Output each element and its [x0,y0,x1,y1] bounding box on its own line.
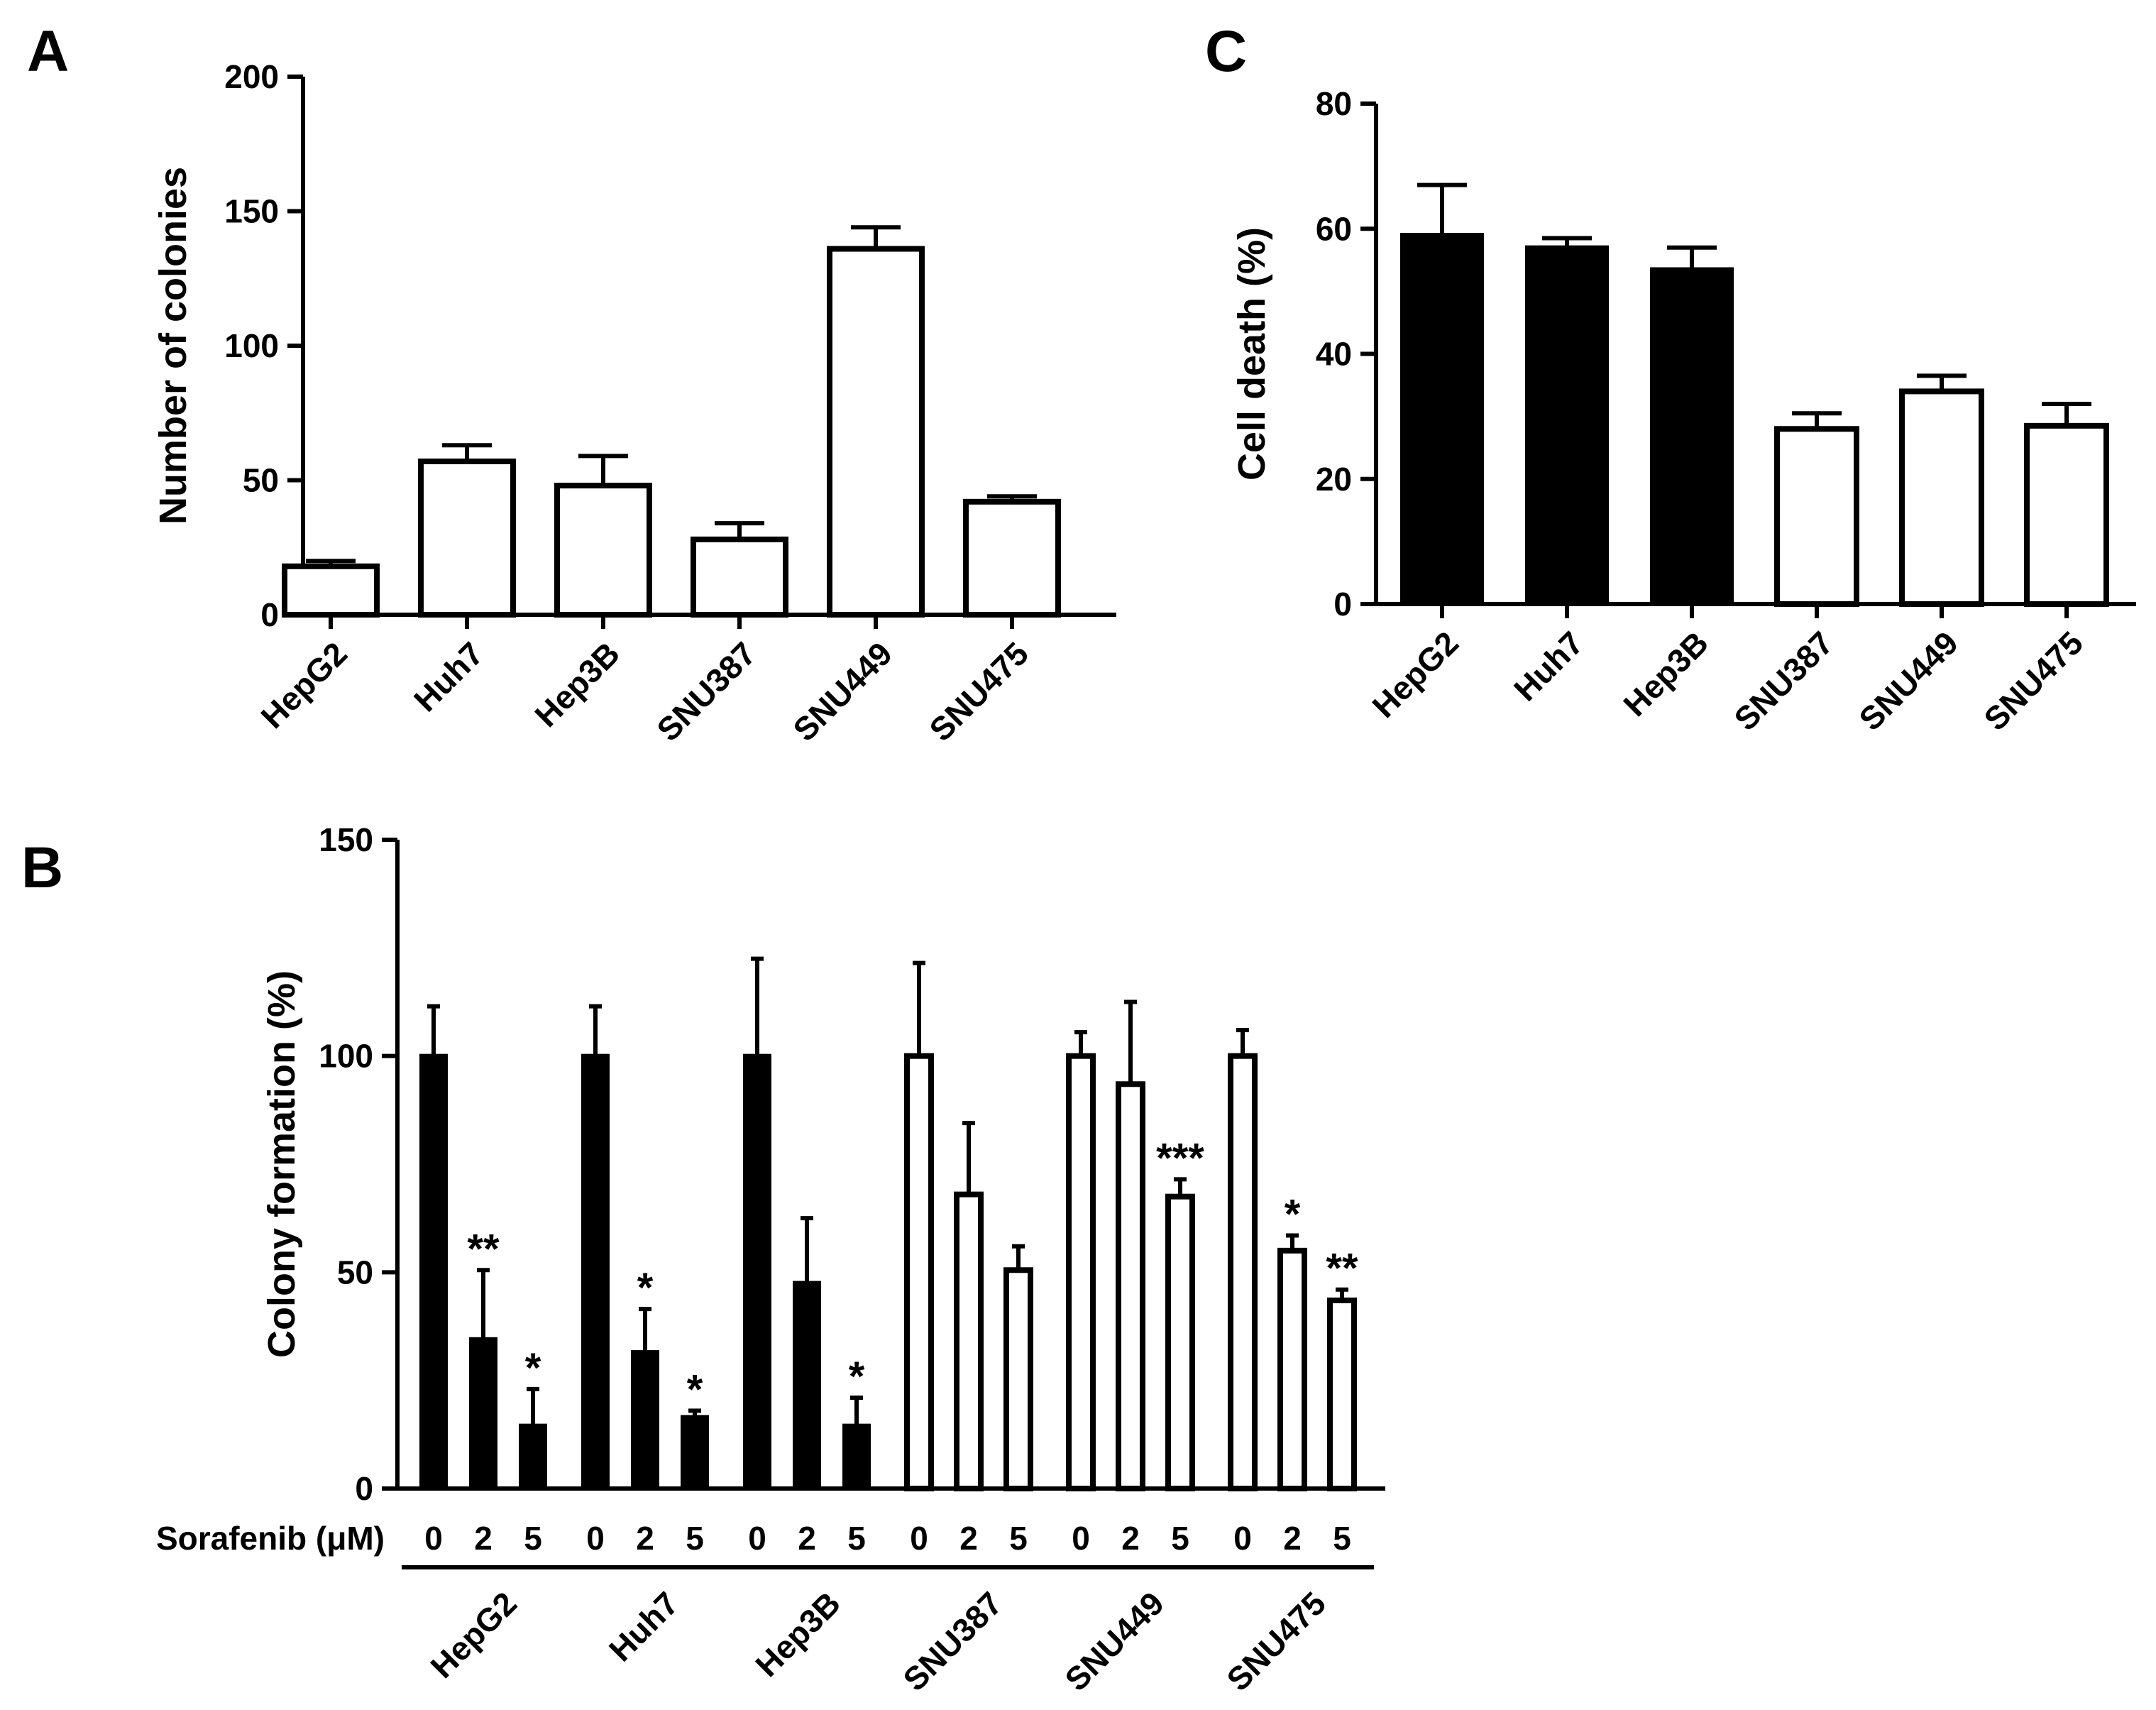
bar-hep3b [1650,267,1734,606]
group-label: Hep3B [748,1584,847,1684]
bar-huh7-0 [581,1053,610,1491]
y-tick-label: 100 [319,1038,373,1075]
bar-hep3b-5 [842,1423,871,1491]
bar-hepg2 [282,563,380,618]
bar-hep3b [554,483,652,618]
y-tick-label: 0 [1333,586,1352,623]
bar-snu449 [1899,388,1984,607]
dose-label: 5 [686,1520,704,1557]
significance-marker: * [849,1354,865,1400]
dose-label: 0 [748,1520,766,1557]
dose-label: 0 [910,1520,928,1557]
x-tick-label: HepG2 [253,635,354,735]
bar-snu449 [827,246,925,618]
x-tick-label: SNU387 [1727,624,1840,738]
group-label: Huh7 [602,1584,686,1668]
dose-label: 2 [798,1520,816,1557]
y-tick-label: 50 [337,1254,373,1290]
dose-label: 5 [1171,1520,1189,1557]
significance-marker: * [1285,1192,1301,1238]
y-axis-title: Colony formation (%) [260,970,303,1358]
group-label: SNU475 [1219,1584,1333,1698]
bar-snu475 [963,498,1061,618]
dose-label: 2 [959,1520,978,1557]
bar-huh7-2 [631,1350,659,1491]
bar-snu475 [2024,422,2109,607]
x-tick-label: SNU387 [649,635,763,748]
bar-hepg2-5 [519,1423,547,1491]
y-tick-label: 150 [319,821,373,858]
bar-snu449-5 [1165,1193,1195,1491]
significance-marker: * [525,1345,541,1391]
dose-label: 0 [424,1520,443,1557]
bar-snu387-0 [904,1053,934,1491]
y-tick-label: 50 [243,462,279,499]
y-tick-label: 150 [224,193,279,230]
bar-snu387-2 [954,1191,984,1491]
y-tick-label: 80 [1316,85,1352,122]
group-label: HepG2 [423,1584,524,1685]
dose-label: 2 [636,1520,654,1557]
bar-hep3b-0 [743,1053,771,1491]
bar-hepg2-0 [419,1053,448,1491]
dose-label: 5 [847,1520,866,1557]
y-tick-label: 100 [224,327,279,364]
bar-snu475-2 [1277,1247,1307,1492]
dose-label: 5 [524,1520,542,1557]
significance-marker: *** [1156,1135,1204,1181]
x-tick-label: SNU449 [786,635,899,748]
x-tick-label: SNU449 [1852,624,1965,738]
x-axis-title: Sorafenib (μM) [156,1520,385,1557]
y-tick-label: 0 [260,596,279,633]
significance-marker: ** [1326,1246,1358,1292]
significance-marker: * [687,1366,703,1413]
x-tick-label: SNU475 [1976,624,2090,738]
bar-snu475-0 [1228,1053,1258,1491]
y-tick-label: 20 [1316,461,1352,498]
bar-huh7 [418,458,516,618]
panel-label-b: B [21,835,63,900]
bar-snu387 [1774,426,1859,607]
y-tick-label: 40 [1316,336,1352,373]
bar-hep3b-2 [793,1281,821,1491]
y-axis-title: Number of colonies [152,167,194,525]
significance-marker: * [637,1265,654,1311]
bar-huh7 [1525,245,1609,606]
bar-snu387 [691,536,788,618]
x-tick-label: Huh7 [1507,624,1590,708]
x-tick-label: Huh7 [407,635,490,718]
bar-snu449-2 [1116,1081,1145,1491]
y-tick-label: 60 [1316,210,1352,247]
bar-hepg2 [1400,233,1484,606]
bar-snu387-5 [1003,1267,1033,1491]
group-label: SNU449 [1057,1584,1171,1698]
dose-label: 5 [1333,1520,1351,1557]
y-tick-label: 200 [224,58,279,95]
panel-label-c: C [1205,19,1247,84]
x-tick-label: Hep3B [1616,624,1715,723]
panel-label-a: A [27,19,69,84]
dose-label: 0 [1072,1520,1090,1557]
x-tick-label: SNU475 [922,635,1035,748]
bar-hepg2-2 [469,1337,497,1491]
bar-snu449-0 [1066,1053,1096,1491]
bar-snu475-5 [1327,1297,1357,1491]
dose-label: 2 [474,1520,493,1557]
x-tick-label: Hep3B [527,635,627,734]
dose-label: 0 [586,1520,605,1557]
significance-marker: ** [467,1226,500,1272]
x-tick-label: HepG2 [1365,624,1465,725]
bar-huh7-5 [681,1415,709,1491]
dose-label: 2 [1121,1520,1140,1557]
y-axis-title: Cell death (%) [1231,227,1273,481]
group-label: SNU387 [896,1584,1009,1698]
dose-label: 5 [1009,1520,1028,1557]
chart-panel-a: 0 50 100 150 200 Number of colonies HepG2 Huh7 H… [152,58,1116,748]
dose-label: 0 [1233,1520,1252,1557]
dose-label: 2 [1283,1520,1302,1557]
y-tick-label: 0 [355,1470,373,1507]
